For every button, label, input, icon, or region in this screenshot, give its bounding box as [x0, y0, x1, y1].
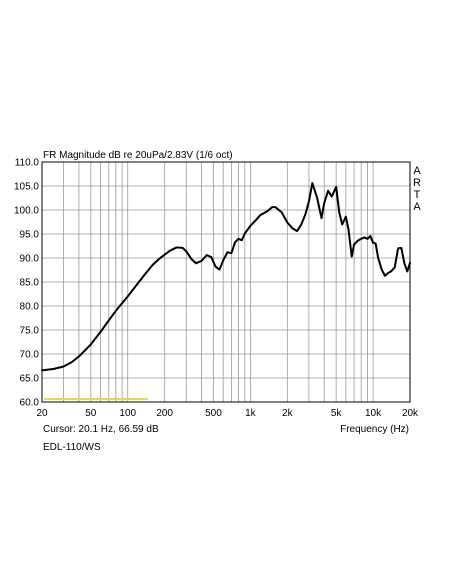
- x-tick-label: 500: [205, 408, 222, 419]
- x-tick-label: 20k: [402, 408, 419, 419]
- cursor-readout: Cursor: 20.1 Hz, 66.59 dB: [43, 424, 159, 435]
- side-label-letter: R: [413, 177, 421, 189]
- x-tick-label: 100: [119, 408, 136, 419]
- x-tick-label: 1k: [245, 408, 257, 419]
- y-tick-label: 80.0: [20, 302, 40, 313]
- y-tick-label: 85.0: [20, 278, 40, 289]
- chart-title: FR Magnitude dB re 20uPa/2.83V (1/6 oct): [43, 150, 233, 161]
- x-tick-label: 200: [156, 408, 173, 419]
- y-tick-label: 70.0: [20, 350, 40, 361]
- grid: [42, 162, 410, 402]
- footer-label: EDL-110/WS: [43, 442, 101, 453]
- side-label-letter: T: [414, 189, 421, 201]
- y-tick-label: 110.0: [15, 158, 40, 169]
- y-tick-label: 90.0: [20, 254, 40, 265]
- side-label-letter: A: [413, 201, 421, 213]
- y-tick-label: 95.0: [20, 230, 40, 241]
- y-tick-label: 65.0: [20, 374, 40, 385]
- x-tick-label: 10k: [365, 408, 382, 419]
- response-curve: [41, 182, 411, 372]
- x-tick-labels: 20 50 100 200 500 1k 2k 5k 10k 20k: [36, 408, 419, 419]
- plot-frame: [41, 161, 411, 403]
- cursor-marker: [44, 398, 148, 400]
- x-tick-label: 20: [36, 408, 48, 419]
- y-tick-label: 105.0: [14, 182, 39, 193]
- x-tick-label: 50: [85, 408, 97, 419]
- x-tick-label: 5k: [331, 408, 343, 419]
- y-tick-label: 100.0: [14, 206, 39, 217]
- x-axis-label: Frequency (Hz): [340, 424, 409, 435]
- x-tick-label: 2k: [282, 408, 294, 419]
- y-tick-label: 75.0: [20, 326, 40, 337]
- side-label-letter: A: [413, 165, 421, 177]
- y-tick-labels: 60.0 65.0 70.0 75.0 80.0 85.0 90.0 95.0 100.0 105…: [14, 158, 39, 409]
- y-tick-label: 60.0: [20, 398, 40, 409]
